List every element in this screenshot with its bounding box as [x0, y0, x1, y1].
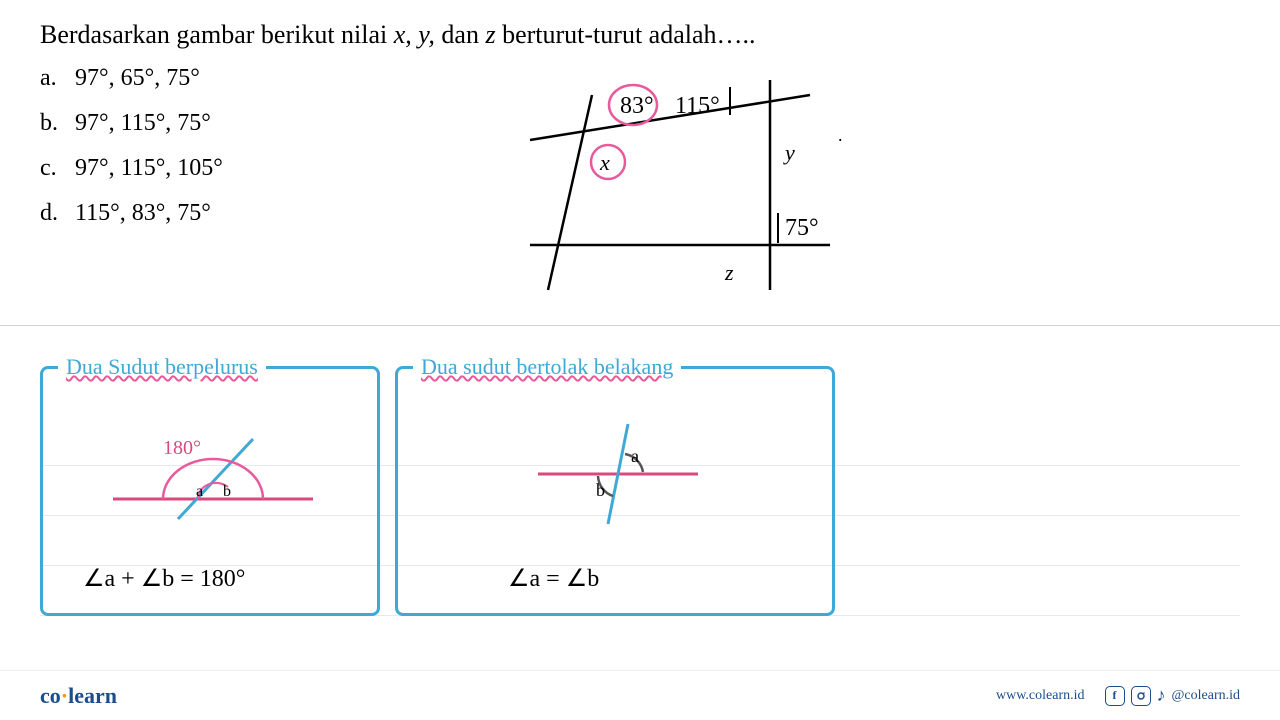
- var-x-text: x: [599, 150, 610, 175]
- option-b-label: b.: [40, 110, 75, 137]
- option-d: d. 115°, 83°, 75°: [40, 200, 460, 227]
- logo-dot: ·: [61, 683, 68, 708]
- option-c-text: 97°, 115°, 105°: [75, 155, 223, 182]
- facebook-icon: f: [1105, 686, 1125, 706]
- option-d-label: d.: [40, 200, 75, 227]
- angle-83-text: 83°: [620, 93, 654, 119]
- logo: co·learn: [40, 683, 117, 709]
- footer-right: www.colearn.id f ♪ @colearn.id: [996, 685, 1240, 706]
- var-y-text: y: [783, 140, 795, 165]
- concept2-title: Dua sudut bertolak belakang: [413, 354, 681, 380]
- tiktok-icon: ♪: [1157, 685, 1166, 706]
- svg-text:b: b: [596, 480, 605, 500]
- concept1-formula: ∠a + ∠b = 180°: [83, 564, 245, 593]
- geometry-diagram: 83° 115° x y 75° z .: [500, 65, 860, 305]
- footer-handle: @colearn.id: [1172, 688, 1240, 704]
- option-c: c. 97°, 115°, 105°: [40, 155, 460, 182]
- svg-text:a: a: [196, 483, 203, 500]
- option-b: b. 97°, 115°, 75°: [40, 110, 460, 137]
- q-vars: x, y,: [394, 20, 435, 49]
- decorative-dot: .: [838, 125, 843, 146]
- option-a-text: 97°, 65°, 75°: [75, 65, 200, 92]
- q-suffix: berturut-turut adalah…..: [496, 20, 756, 49]
- logo-co: co: [40, 683, 61, 708]
- var-z-text: z: [724, 260, 734, 285]
- q-mid: dan: [435, 20, 486, 49]
- svg-text:b: b: [223, 483, 231, 500]
- concept2-formula: ∠a = ∠b: [508, 564, 599, 593]
- option-b-text: 97°, 115°, 75°: [75, 110, 211, 137]
- angle-115-text: 115°: [675, 93, 720, 119]
- option-c-label: c.: [40, 155, 75, 182]
- concept1-title: Dua Sudut berpelurus: [58, 354, 266, 380]
- concept2-sketch: a b: [528, 414, 708, 534]
- section-divider: [0, 325, 1280, 326]
- footer: co·learn www.colearn.id f ♪ @colearn.id: [0, 670, 1280, 720]
- q-prefix: Berdasarkan gambar berikut nilai: [40, 20, 394, 49]
- concept-box-supplementary: Dua Sudut berpelurus 180° a b ∠a + ∠b = …: [40, 366, 380, 616]
- instagram-icon: [1131, 686, 1151, 706]
- q-varz: z: [485, 20, 495, 49]
- option-a-label: a.: [40, 65, 75, 92]
- concept1-sketch: 180° a b: [103, 429, 323, 529]
- footer-url: www.colearn.id: [996, 688, 1085, 704]
- angle-75-text: 75°: [785, 215, 819, 241]
- logo-learn: learn: [68, 683, 117, 708]
- svg-text:180°: 180°: [163, 437, 201, 459]
- options-list: a. 97°, 65°, 75° b. 97°, 115°, 75° c. 97…: [40, 65, 460, 305]
- option-d-text: 115°, 83°, 75°: [75, 200, 211, 227]
- question-text: Berdasarkan gambar berikut nilai x, y, d…: [40, 20, 1240, 50]
- social-icons: f ♪ @colearn.id: [1105, 685, 1240, 706]
- svg-text:a: a: [631, 446, 639, 466]
- handwritten-notes: Dua Sudut berpelurus 180° a b ∠a + ∠b = …: [0, 356, 1280, 636]
- concept-box-vertical: Dua sudut bertolak belakang a b ∠a = ∠b: [395, 366, 835, 616]
- option-a: a. 97°, 65°, 75°: [40, 65, 460, 92]
